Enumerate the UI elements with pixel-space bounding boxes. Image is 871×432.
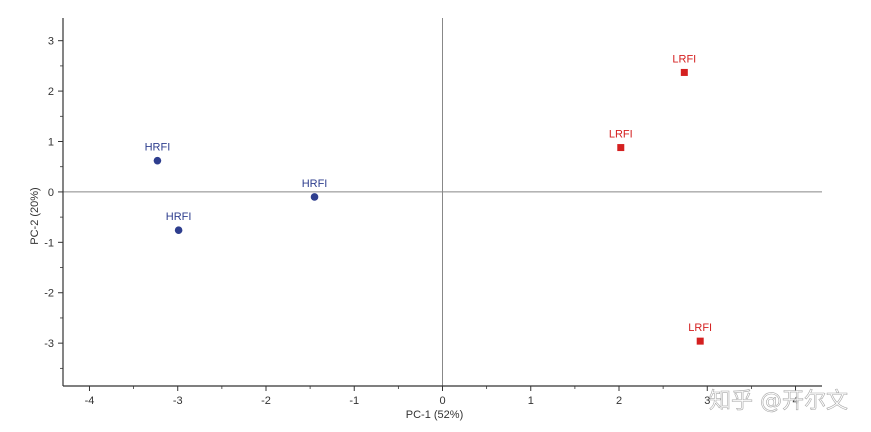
- x-tick-label: 2: [616, 395, 622, 407]
- y-tick-label: 0: [48, 187, 54, 199]
- data-point-label: LRFI: [688, 322, 712, 334]
- x-tick-label: -4: [85, 395, 95, 407]
- y-tick-label: -3: [44, 338, 54, 350]
- y-tick-label: -2: [44, 288, 54, 300]
- data-point-label: HRFI: [302, 178, 328, 190]
- ticks: -4 -3 -2 -1 0 1 2 3 4 -3 -2 -1 0 1 2 3: [44, 36, 798, 407]
- data-point-label: HRFI: [166, 211, 192, 223]
- data-point-label: LRFI: [672, 53, 696, 65]
- y-axis-title: PC-2 (20%): [29, 187, 41, 244]
- zero-lines: [63, 18, 822, 386]
- data-point-circle: [153, 156, 162, 165]
- data-point-square: [680, 68, 688, 76]
- y-tick-label: 1: [48, 137, 54, 149]
- x-tick-label: -2: [261, 395, 271, 407]
- y-tick-label: 2: [48, 86, 54, 98]
- x-tick-label: 0: [439, 395, 445, 407]
- watermark-text: 知乎 @开尔文: [709, 389, 848, 414]
- data-point-circle: [310, 193, 319, 201]
- x-axis-title: PC-1 (52%): [406, 409, 463, 421]
- x-tick-label: 1: [528, 395, 534, 407]
- data-point-circle: [174, 226, 183, 235]
- data-point-label: HRFI: [145, 142, 171, 154]
- data-point-square: [617, 144, 625, 152]
- x-tick-label: -1: [349, 395, 359, 407]
- minor-ticks: [60, 65, 752, 389]
- x-tick-label: -3: [173, 395, 183, 407]
- x-tick-label: 3: [704, 395, 710, 407]
- data-points: HRFI HRFI HRFI LRFI LRFI LRFI: [145, 53, 712, 345]
- y-tick-label: 3: [48, 36, 54, 48]
- x-tick-label: 4: [792, 395, 798, 407]
- data-point-label: LRFI: [609, 129, 633, 141]
- y-tick-label: -1: [44, 237, 54, 249]
- data-point-square: [696, 337, 704, 345]
